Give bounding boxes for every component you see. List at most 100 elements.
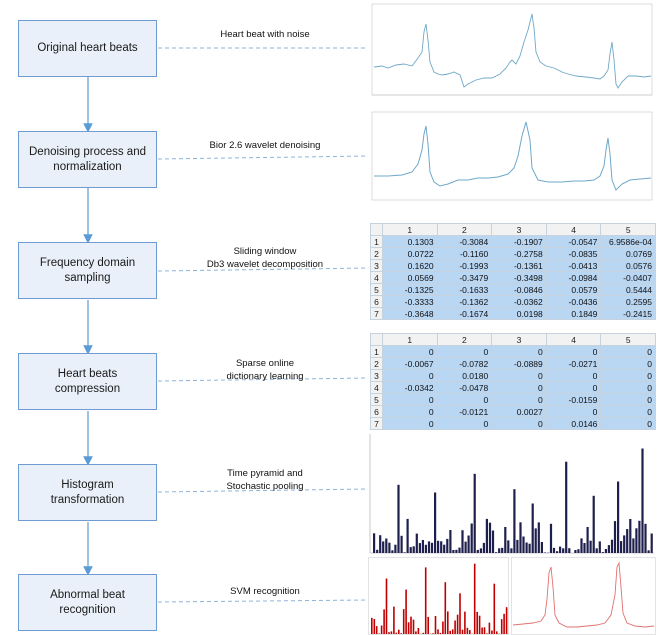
caption-sampling: Sliding window Db3 wavelet decomposition <box>180 245 350 271</box>
histogram-bar <box>604 549 607 553</box>
row-header: 4 <box>370 381 383 394</box>
table-cell: 0.0569 <box>382 271 438 284</box>
svm-bar <box>405 589 407 634</box>
svm-bar <box>422 632 425 634</box>
histogram-bar <box>461 530 464 553</box>
histogram-bar <box>580 538 583 553</box>
table-row: 5 0 0 0 -0.0159 0 <box>370 393 656 406</box>
histogram-bar <box>513 489 516 553</box>
svm-bar <box>478 615 481 634</box>
table-cell: 0 <box>436 417 493 430</box>
svm-bar <box>380 625 383 634</box>
table-cell: 0.0579 <box>545 283 602 296</box>
histogram-bar <box>476 549 479 553</box>
histogram-bar <box>638 520 641 553</box>
svm-bar <box>473 563 476 634</box>
svm-bar <box>449 630 451 634</box>
histogram-bar <box>565 461 568 553</box>
table-cell: -0.0067 <box>382 357 438 370</box>
table-row: 7 0 0 0 0.0146 0 <box>370 417 656 430</box>
svm-bar <box>395 632 398 634</box>
table-cell: -0.3479 <box>436 271 493 284</box>
histogram-bar <box>537 522 540 553</box>
svm-bar <box>385 578 388 634</box>
svm-bar <box>417 628 420 634</box>
table-cell: 0 <box>382 393 438 406</box>
histogram-bar <box>617 481 620 553</box>
histogram-bar <box>467 535 470 553</box>
table-row: 3 0 0.0180 0 0 0 <box>370 369 656 382</box>
histogram-bar <box>540 542 543 553</box>
histogram-bar <box>446 538 449 553</box>
table-cell: 0 <box>600 405 656 418</box>
table-cell: 0 <box>600 369 656 382</box>
table-cell: -0.0889 <box>491 357 547 370</box>
svm-bar <box>439 632 442 634</box>
histogram-bar <box>485 518 488 553</box>
table-row: 1 0.1303 -0.3084 -0.1907 -0.0547 6.9586e-04 <box>370 235 656 248</box>
histogram-bar <box>495 552 498 553</box>
svm-bar <box>378 633 380 634</box>
histogram-bar <box>577 549 580 553</box>
histogram-bar <box>501 547 504 553</box>
step-frequency-sampling: Frequency domain sampling <box>18 242 157 299</box>
wavelet-coefficient-table: 1 2 3 4 5 1 0.1303 -0.3084 -0.1907 -0.0547 6.… <box>370 223 656 320</box>
table-cell: -0.2415 <box>600 307 656 320</box>
step-label: Frequency domain sampling <box>39 256 136 284</box>
svm-bar <box>486 633 488 634</box>
histogram-bar <box>632 538 635 553</box>
histogram-bar <box>449 530 452 553</box>
histogram-bar <box>534 528 537 553</box>
step-label: Original heart beats <box>37 42 138 54</box>
histogram-bar <box>458 547 461 553</box>
table-cell: 0 <box>545 345 602 358</box>
table-cell: -0.3084 <box>436 235 493 248</box>
svm-bar <box>390 631 393 634</box>
caption-histogram: Time pyramid and Stochastic pooling <box>180 467 350 493</box>
table-cell: -0.0407 <box>600 271 656 284</box>
step-label: Abnormal beat recognition <box>50 588 125 616</box>
histogram-bar <box>473 473 476 553</box>
step-original-heart-beats: Original heart beats <box>18 20 157 77</box>
histogram-bar <box>488 522 492 553</box>
noisy-signal-plot <box>368 2 656 100</box>
table-cell: 0.5444 <box>600 283 656 296</box>
table-cell: 0 <box>491 369 547 382</box>
histogram-bar <box>601 552 604 553</box>
caption-line: Stochastic pooling <box>226 481 304 492</box>
table-cell: 0 <box>382 405 438 418</box>
svm-bar <box>491 630 493 634</box>
table-cell: -0.2758 <box>491 247 547 260</box>
svm-bar <box>451 629 454 634</box>
histogram-bar <box>373 533 376 553</box>
step-denoising: Denoising process and normalization <box>18 131 157 188</box>
histogram-bar <box>479 548 482 553</box>
connector-5 <box>157 488 369 493</box>
svm-bar <box>373 619 376 634</box>
histogram-bar <box>598 541 601 553</box>
caption-line: Sliding window <box>233 246 297 257</box>
caption-svm: SVM recognition <box>230 586 300 597</box>
table-cell: -0.0342 <box>382 381 438 394</box>
histogram-bar <box>641 448 644 553</box>
histogram-bar <box>595 548 598 553</box>
table-cell: 0 <box>491 345 547 358</box>
histogram-bar <box>437 540 440 553</box>
svm-bar <box>488 622 491 634</box>
table-cell: 0 <box>600 393 656 406</box>
svm-bar <box>447 611 449 634</box>
table-cell: 0 <box>600 357 656 370</box>
table-cell: -0.3498 <box>491 271 547 284</box>
histogram-bar <box>528 543 531 553</box>
table-row: 6 0 -0.0121 0.0027 0 0 <box>370 405 656 418</box>
table-cell: 0 <box>600 345 656 358</box>
histogram-bar <box>644 523 647 553</box>
histogram-bar <box>400 535 403 553</box>
step-label: Denoising process and normalization <box>29 145 146 173</box>
svm-bar <box>481 627 483 634</box>
column-header: 5 <box>600 333 656 346</box>
table-cell: 0.0576 <box>600 259 656 272</box>
